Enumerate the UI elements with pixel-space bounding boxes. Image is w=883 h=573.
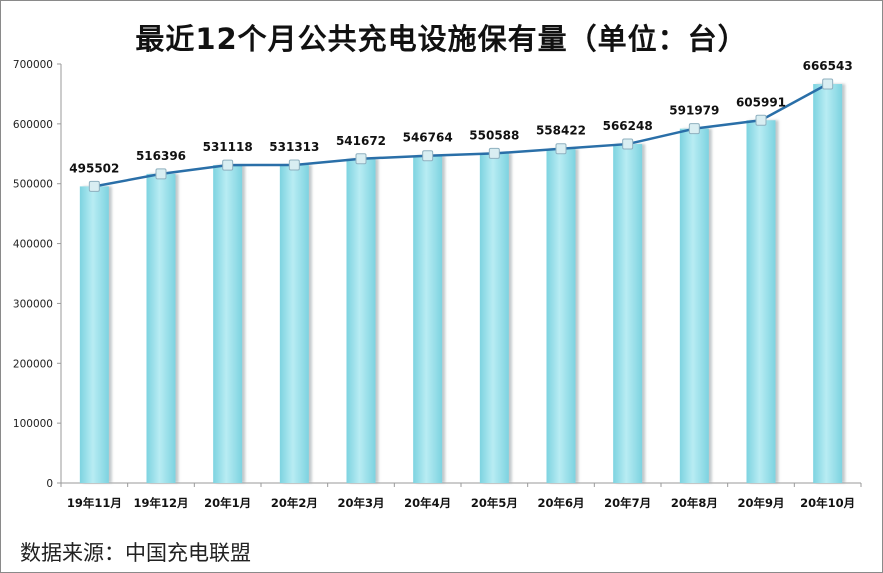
line-marker xyxy=(88,180,100,192)
x-tick-label: 19年11月 xyxy=(67,496,122,510)
data-label: 516396 xyxy=(136,149,186,163)
x-tick-label: 20年5月 xyxy=(471,496,518,510)
y-tick-label: 100000 xyxy=(13,418,53,430)
bar xyxy=(679,128,709,484)
y-tick-label: 700000 xyxy=(13,59,53,71)
bar xyxy=(479,153,509,483)
bar xyxy=(346,158,376,483)
data-label: 591979 xyxy=(669,104,719,118)
data-label: 531313 xyxy=(269,140,319,154)
data-label: 495502 xyxy=(69,161,119,175)
bar xyxy=(413,155,443,483)
data-label: 546764 xyxy=(403,131,453,145)
y-tick-label: 200000 xyxy=(13,358,53,370)
source-note: 数据来源：中国充电联盟 xyxy=(20,541,251,565)
line-marker xyxy=(288,159,300,171)
x-tick-label: 20年7月 xyxy=(604,496,651,510)
y-tick-label: 600000 xyxy=(13,119,53,131)
x-tick-label: 20年6月 xyxy=(537,496,584,510)
line-marker xyxy=(622,138,634,150)
bar xyxy=(279,164,309,483)
bar xyxy=(146,173,176,483)
line-marker xyxy=(488,147,500,159)
data-label: 558422 xyxy=(536,124,586,138)
x-tick-label: 20年8月 xyxy=(671,496,718,510)
bar xyxy=(613,144,643,483)
x-tick-label: 20年3月 xyxy=(337,496,384,510)
y-tick-label: 400000 xyxy=(13,239,53,251)
bar xyxy=(79,186,109,483)
x-tick-label: 20年10月 xyxy=(800,496,855,510)
data-label: 605991 xyxy=(736,95,786,109)
x-tick-label: 20年9月 xyxy=(737,496,784,510)
line-marker xyxy=(688,123,700,135)
chart-title: 最近12个月公共充电设施保有量（单位：台） xyxy=(135,22,748,56)
bar xyxy=(546,148,576,483)
line-marker xyxy=(555,143,567,155)
line-marker xyxy=(422,150,434,162)
series-line xyxy=(94,82,829,188)
bar xyxy=(746,120,776,483)
data-label: 566248 xyxy=(603,119,653,133)
y-tick-label: 500000 xyxy=(13,179,53,191)
line-marker xyxy=(222,159,234,171)
data-label: 666543 xyxy=(803,59,853,73)
line-marker xyxy=(822,78,834,90)
line-marker xyxy=(755,114,767,126)
bar xyxy=(213,165,243,483)
line-marker xyxy=(155,168,167,180)
bar xyxy=(813,84,843,484)
y-tick-label: 300000 xyxy=(13,298,53,310)
data-label: 541672 xyxy=(336,134,386,148)
x-tick-label: 19年12月 xyxy=(133,496,188,510)
x-tick-label: 20年1月 xyxy=(204,496,251,510)
data-label: 531118 xyxy=(203,140,253,154)
data-label: 550588 xyxy=(469,128,519,142)
x-tick-label: 20年2月 xyxy=(271,496,318,510)
line-marker xyxy=(355,153,367,165)
x-tick-label: 20年4月 xyxy=(404,496,451,510)
y-tick-label: 0 xyxy=(46,478,53,490)
